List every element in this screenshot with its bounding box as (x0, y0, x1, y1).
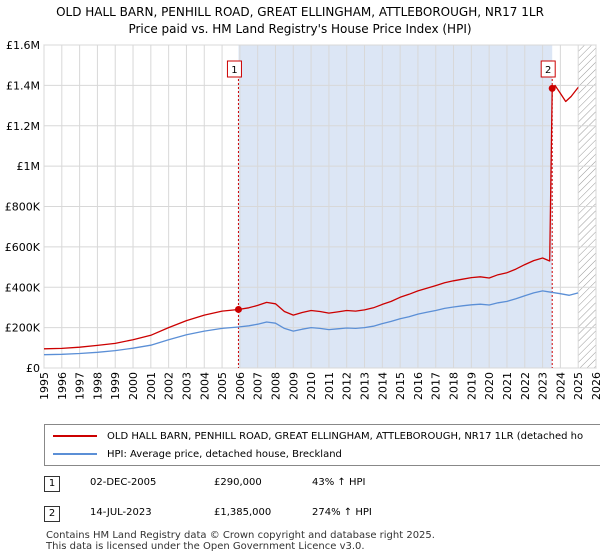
x-tick-label: 1999 (109, 372, 122, 400)
annotation-box (226, 60, 242, 78)
y-tick-label: £600K (5, 241, 41, 254)
x-tick-label: 2001 (145, 372, 158, 400)
y-axis-ticks: £0 £200K £400K £600K £800K £1M £1.2M £1.4M £1.6M (5, 39, 41, 375)
footer-copyright: Contains HM Land Registry data © Crown c… (46, 530, 435, 541)
x-tick-label: 2025 (572, 372, 585, 400)
y-tick-label: £200K (5, 322, 41, 335)
legend-item-hpi: HPI: Average price, detached house, Brec… (53, 445, 342, 463)
legend-label-property: OLD HALL BARN, PENHILL ROAD, GREAT ELLIN… (107, 430, 584, 442)
transaction-price: £1,385,000 (214, 507, 272, 518)
x-tick-label: 2004 (198, 372, 211, 400)
x-tick-label: 2000 (127, 372, 140, 400)
annotation-box (540, 60, 556, 78)
legend: OLD HALL BARN, PENHILL ROAD, GREAT ELLIN… (44, 424, 600, 466)
x-tick-label: 2012 (341, 372, 354, 400)
x-tick-label: 2017 (430, 372, 443, 400)
transaction-number-badge: 1 (44, 476, 60, 492)
legend-swatch-hpi (53, 453, 97, 455)
transaction-point (234, 305, 242, 313)
x-tick-label: 2006 (234, 372, 247, 400)
x-axis-ticks: 1995 1996 1997 1998 1999 2000 2001 2002 2003 2004… (38, 372, 600, 400)
legend-label-hpi: HPI: Average price, detached house, Brec… (107, 448, 342, 460)
x-tick-label: 2008 (269, 372, 282, 400)
x-tick-label: 1998 (91, 372, 104, 400)
x-tick-label: 2018 (448, 372, 461, 400)
grid-lines (43, 44, 597, 369)
x-tick-label: 1996 (56, 372, 69, 400)
annotation-label: 1 (231, 65, 237, 76)
x-tick-label: 2005 (216, 372, 229, 400)
x-tick-label: 1995 (38, 372, 51, 400)
x-tick-label: 2016 (412, 372, 425, 400)
y-tick-label: £1.4M (6, 79, 40, 92)
x-tick-label: 2010 (305, 372, 318, 400)
x-tick-label: 2015 (394, 372, 407, 400)
transaction-hpi: 274% ↑ HPI (312, 507, 372, 518)
x-tick-label: 2021 (501, 372, 514, 400)
legend-item-property: OLD HALL BARN, PENHILL ROAD, GREAT ELLIN… (53, 427, 583, 445)
x-tick-label: 2020 (483, 372, 496, 400)
x-tick-label: 2019 (465, 372, 478, 400)
table-row: 1 02-DEC-2005 £290,000 43% ↑ HPI (44, 474, 464, 504)
y-tick-label: £400K (5, 281, 41, 294)
property-price-line (44, 84, 579, 350)
x-tick-label: 2002 (163, 372, 176, 400)
chart-title-line2: Price paid vs. HM Land Registry's House … (128, 22, 472, 36)
chart-title-line1: OLD HALL BARN, PENHILL ROAD, GREAT ELLIN… (56, 5, 544, 19)
table-row: 2 14-JUL-2023 £1,385,000 274% ↑ HPI (44, 504, 464, 534)
x-tick-label: 2022 (519, 372, 532, 400)
y-tick-label: £0 (26, 362, 40, 375)
x-tick-label: 2011 (323, 372, 336, 400)
hpi-line (44, 290, 579, 356)
x-tick-label: 2013 (359, 372, 372, 400)
legend-swatch-property (53, 435, 97, 437)
x-tick-label: 2009 (287, 372, 300, 400)
transaction-hpi: 43% ↑ HPI (312, 477, 366, 488)
x-tick-label: 2024 (554, 372, 567, 400)
x-tick-label: 2023 (537, 372, 550, 400)
y-tick-label: £1.6M (6, 39, 40, 52)
footer-licence: This data is licensed under the Open Gov… (46, 541, 365, 552)
transaction-point (548, 84, 556, 92)
x-tick-label: 2007 (252, 372, 265, 400)
y-tick-label: £1.2M (6, 120, 40, 133)
footer: Contains HM Land Registry data © Crown c… (46, 530, 435, 552)
transaction-number-badge: 2 (44, 506, 60, 522)
x-tick-label: 2014 (376, 372, 389, 400)
transaction-points (234, 84, 556, 313)
transactions-table: 1 02-DEC-2005 £290,000 43% ↑ HPI 2 14-JU… (44, 474, 464, 534)
transaction-date: 02-DEC-2005 (90, 477, 157, 488)
y-tick-label: £800K (5, 201, 41, 214)
x-tick-label: 2003 (180, 372, 193, 400)
y-tick-label: £1M (17, 160, 41, 173)
chart-title: OLD HALL BARN, PENHILL ROAD, GREAT ELLIN… (0, 4, 600, 38)
transaction-date: 14-JUL-2023 (90, 507, 152, 518)
x-tick-label: 2026 (590, 372, 600, 400)
transaction-price: £290,000 (214, 477, 262, 488)
x-tick-label: 1997 (74, 372, 87, 400)
series-lines (44, 84, 579, 356)
annotation-label: 2 (545, 65, 551, 76)
